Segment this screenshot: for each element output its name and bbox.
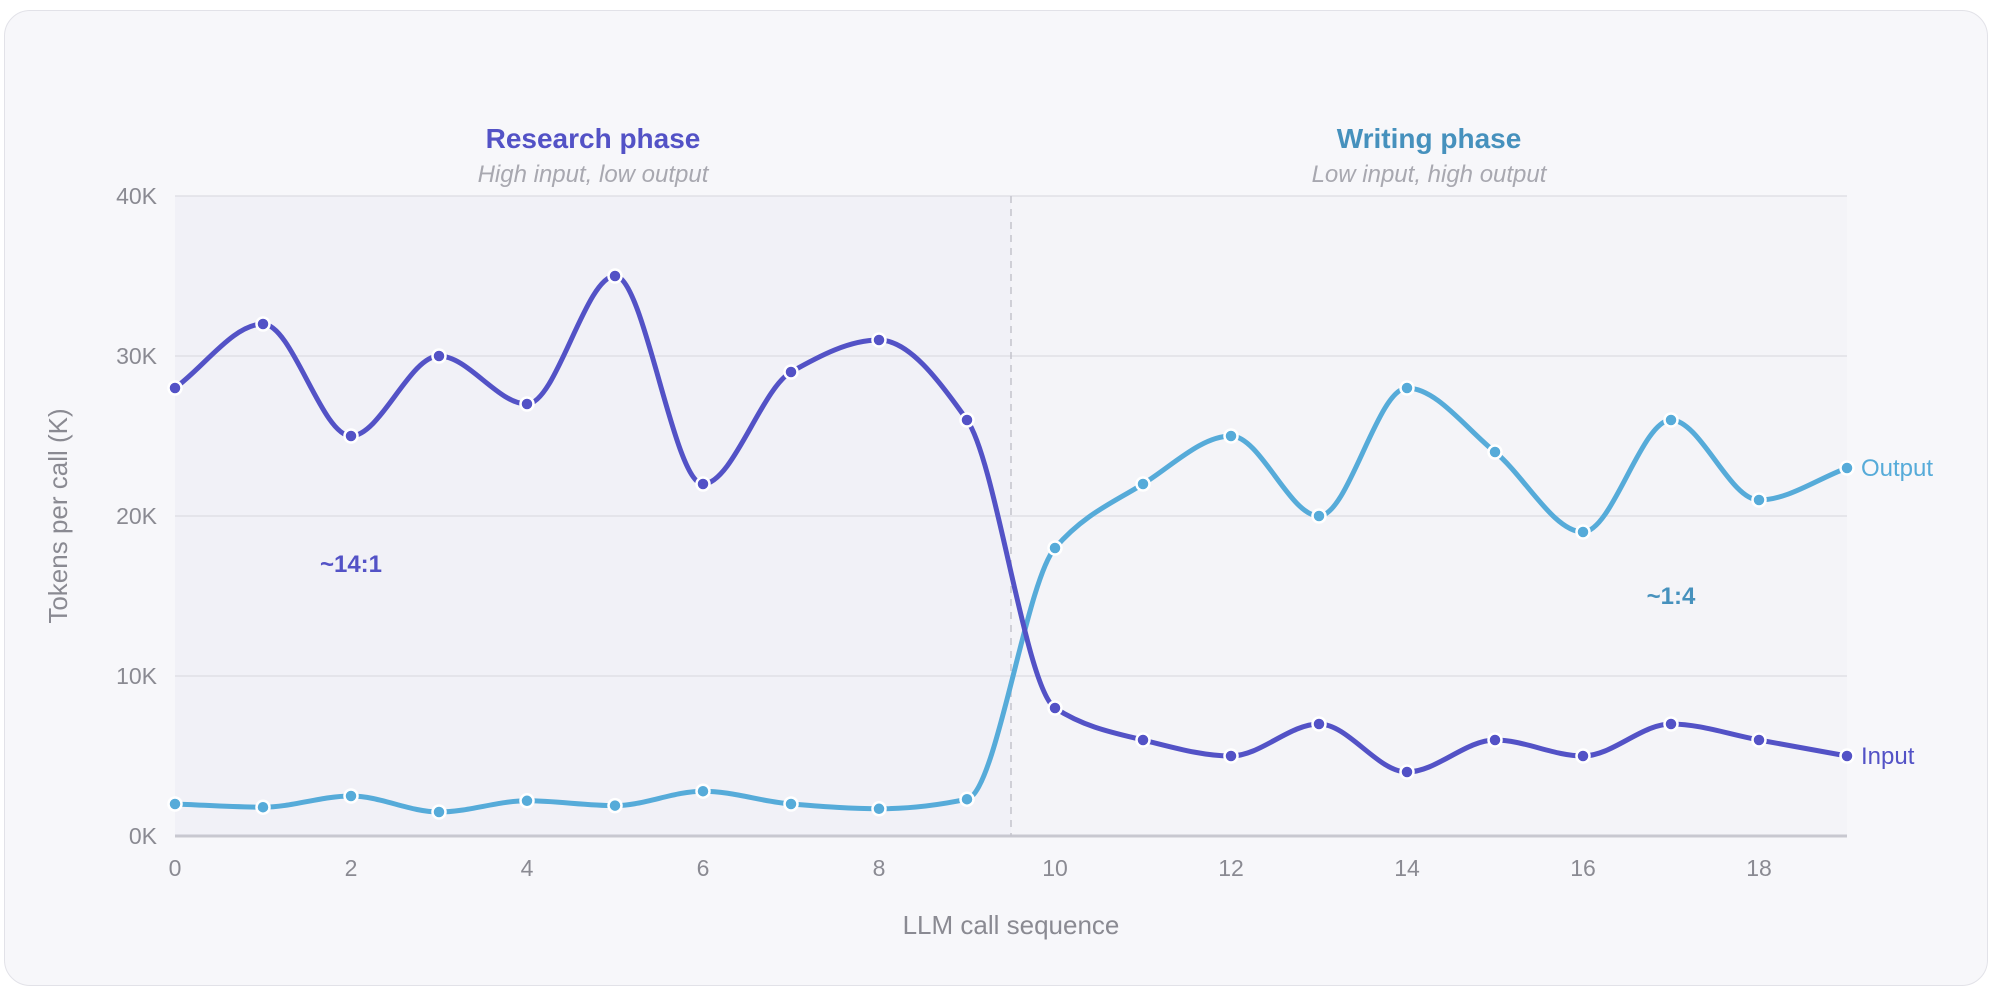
x-tick-label: 10 [1042, 855, 1068, 881]
data-point-input [959, 412, 975, 428]
phase-subtitle: Low input, high output [1312, 161, 1548, 188]
data-point-output [871, 801, 887, 817]
data-point-input [431, 348, 447, 364]
data-point-output [1839, 460, 1855, 476]
chart-card: 0 2 4 6 8 10 12 14 16 18 0K 10K 20K 30K 40K Output Inp… [4, 10, 1988, 986]
data-point-input [783, 364, 799, 380]
data-point-output [431, 804, 447, 820]
x-tick-label: 18 [1746, 855, 1772, 881]
data-point-output [1575, 524, 1591, 540]
data-point-input [1223, 748, 1239, 764]
x-tick-label: 12 [1218, 855, 1244, 881]
data-point-output [1663, 412, 1679, 428]
data-point-input [871, 332, 887, 348]
ratio-label: ~14:1 [320, 551, 382, 578]
data-point-output [255, 799, 271, 815]
data-point-output [167, 796, 183, 812]
data-point-input [607, 268, 623, 284]
data-point-output [1135, 476, 1151, 492]
x-tick-label: 4 [521, 855, 534, 881]
y-tick-labels: 0K 10K 20K 30K 40K [116, 183, 158, 849]
data-point-input [167, 380, 183, 396]
data-point-output [607, 797, 623, 814]
x-tick-label: 6 [697, 855, 710, 881]
data-point-output [1223, 428, 1239, 444]
phase-title: Research phase [486, 123, 701, 154]
data-point-input [1311, 716, 1327, 732]
data-point-output [1487, 444, 1503, 460]
data-point-input [1751, 732, 1767, 748]
data-point-input [1135, 732, 1151, 748]
data-point-input [1487, 732, 1503, 748]
data-point-output [1047, 540, 1063, 556]
data-point-output [695, 783, 711, 799]
x-tick-labels: 0 2 4 6 8 10 12 14 16 18 [169, 855, 1772, 881]
data-point-input [1663, 716, 1679, 732]
annotations: Output Input Research phase High input, low… [320, 123, 1933, 770]
data-point-output [1311, 508, 1327, 524]
chart-svg: 0 2 4 6 8 10 12 14 16 18 0K 10K 20K 30K 40K Output Inp… [43, 123, 1933, 940]
data-point-output [1751, 492, 1767, 508]
x-tick-label: 2 [345, 855, 358, 881]
data-point-output [959, 791, 975, 807]
y-tick-label: 0K [129, 823, 158, 849]
y-tick-label: 20K [116, 503, 158, 529]
series-label-output: Output [1861, 455, 1933, 482]
x-tick-label: 8 [873, 855, 886, 881]
data-point-input [1575, 748, 1591, 764]
data-point-input [255, 316, 271, 332]
data-point-input [519, 396, 535, 412]
data-point-input [1047, 700, 1063, 716]
x-tick-label: 14 [1394, 855, 1420, 881]
data-point-output [343, 788, 359, 804]
phase-subtitle: High input, low output [478, 161, 710, 188]
y-tick-label: 40K [116, 183, 158, 209]
data-point-input [1399, 764, 1415, 780]
x-tick-label: 16 [1570, 855, 1596, 881]
series-points [167, 268, 1855, 820]
data-point-input [1839, 748, 1855, 764]
data-point-output [519, 793, 535, 809]
data-point-output [1399, 380, 1415, 396]
y-axis-title: Tokens per call (K) [43, 408, 73, 623]
data-point-output [783, 796, 799, 812]
ratio-label: ~1:4 [1647, 583, 1696, 610]
data-point-input [343, 428, 359, 444]
x-tick-label: 0 [169, 855, 182, 881]
data-point-input [695, 476, 711, 492]
y-tick-label: 10K [116, 663, 158, 689]
phase-title: Writing phase [1337, 123, 1522, 154]
y-tick-label: 30K [116, 343, 158, 369]
x-axis-title: LLM call sequence [903, 910, 1120, 940]
series-label-input: Input [1861, 743, 1915, 770]
